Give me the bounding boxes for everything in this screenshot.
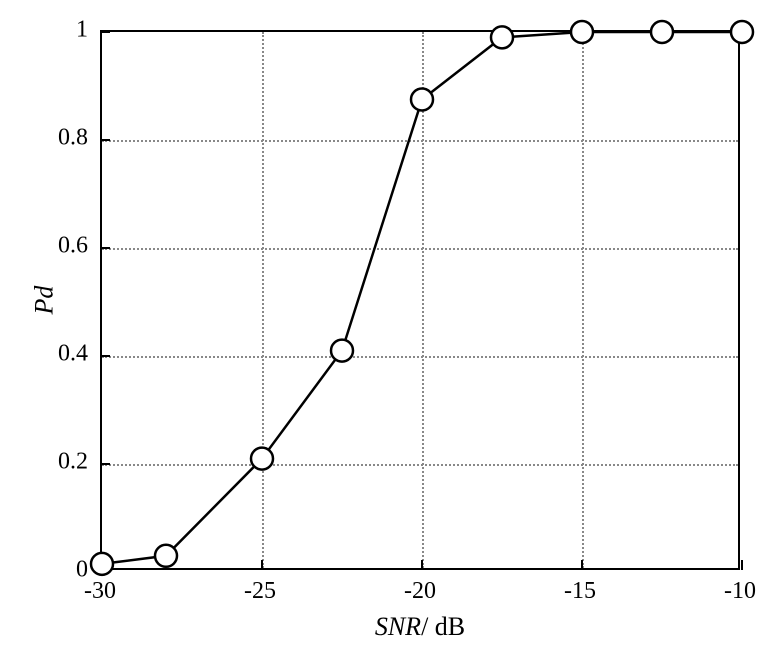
line-series	[102, 32, 742, 572]
y-tick-label: 0.8	[58, 125, 88, 152]
y-tick-label: 0	[76, 557, 88, 584]
x-axis-label: SNR/ dB	[375, 612, 465, 642]
chart-container: -30-25-20-15-10 00.20.40.60.81 SNR/ dB P…	[100, 30, 740, 570]
y-tick-label: 0.4	[58, 341, 88, 368]
y-tick-label: 1	[76, 17, 88, 44]
y-tick-label: 0.2	[58, 449, 88, 476]
y-tick-label: 0.6	[58, 233, 88, 260]
x-tick-label: -25	[244, 578, 276, 605]
x-tick-label: -30	[84, 578, 116, 605]
x-axis-label-italic: SNR	[375, 612, 421, 641]
x-tick-label: -20	[404, 578, 436, 605]
x-axis-label-unit: / dB	[421, 612, 465, 641]
y-axis-label: Pd	[29, 286, 59, 315]
plot-area	[100, 30, 740, 570]
x-tick-label: -10	[724, 578, 756, 605]
x-tick-label: -15	[564, 578, 596, 605]
